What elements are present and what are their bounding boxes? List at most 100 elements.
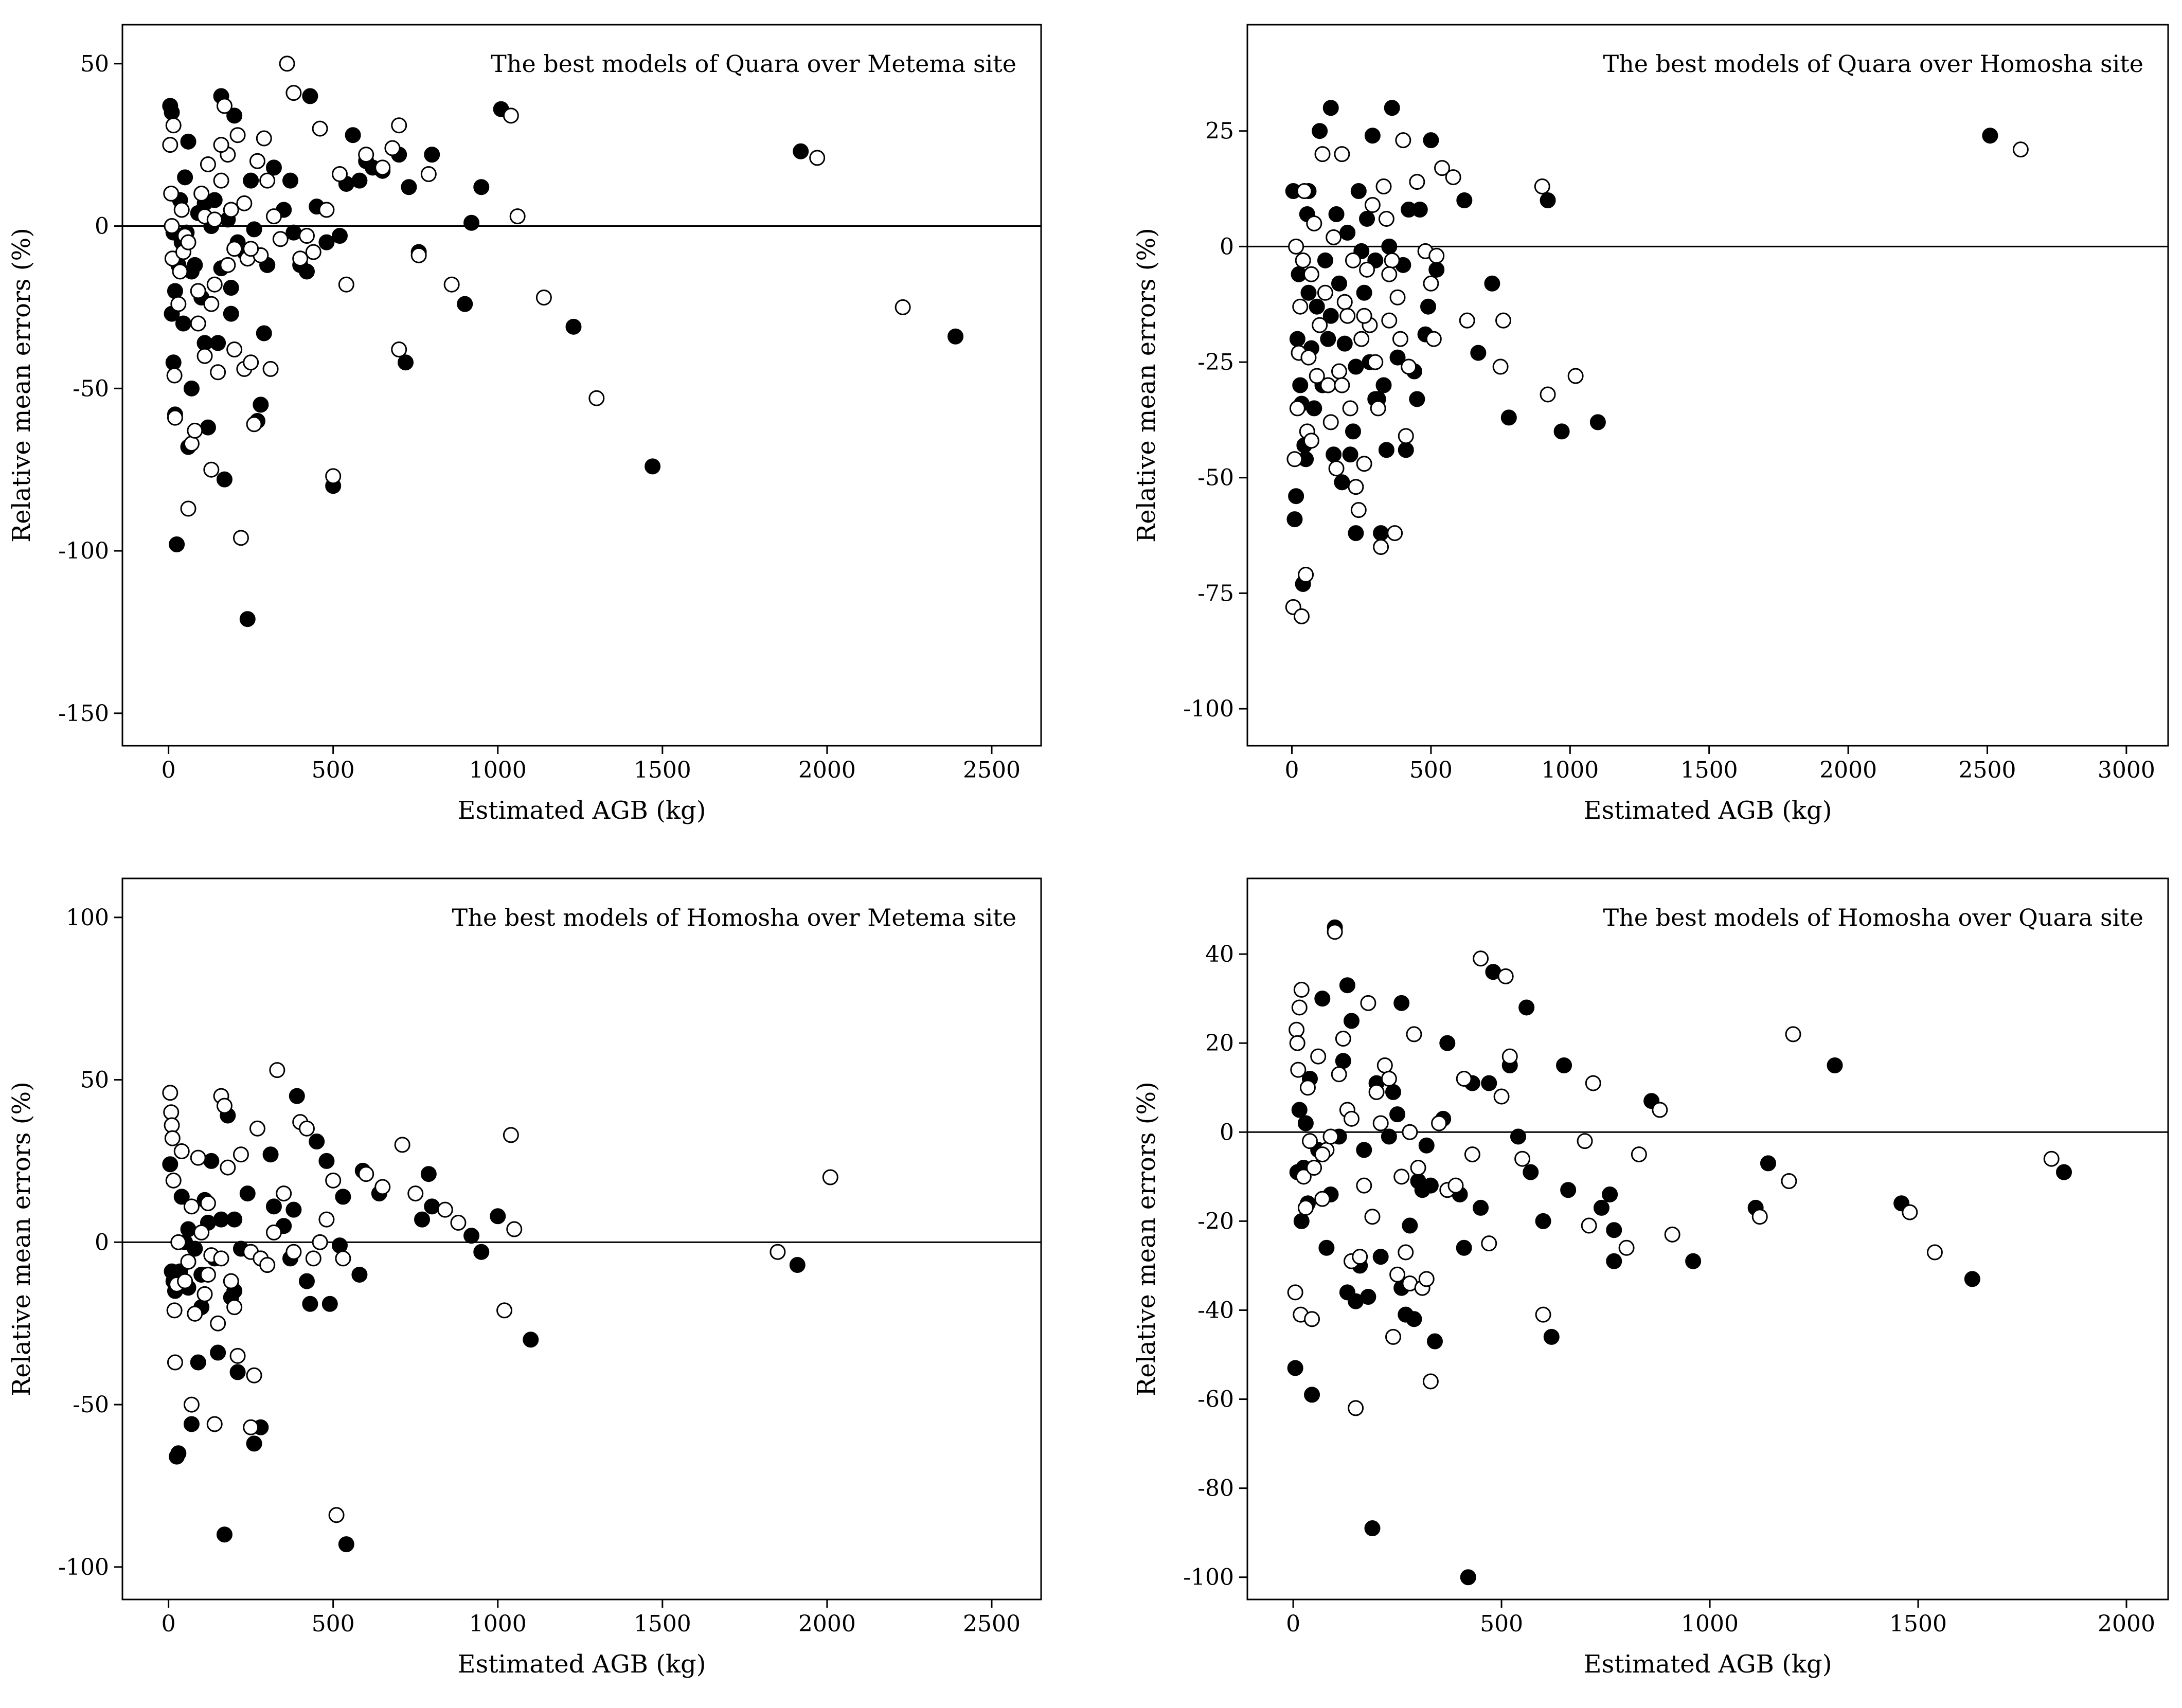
data-point-filled <box>175 315 191 332</box>
data-point-open <box>506 1221 523 1237</box>
data-point-filled <box>200 419 216 436</box>
data-point-open <box>1373 539 1389 555</box>
data-point-open <box>164 1130 181 1146</box>
data-point-filled <box>1685 1253 1702 1269</box>
data-point-filled <box>282 172 298 189</box>
data-point-filled <box>331 1237 348 1254</box>
data-point-filled <box>1389 1106 1406 1123</box>
data-point-filled <box>1364 1520 1381 1537</box>
x-tick-label: 500 <box>312 757 355 783</box>
data-point-open <box>1334 146 1350 163</box>
data-point-filled <box>285 224 302 241</box>
data-point-filled <box>216 1526 232 1543</box>
data-point-filled <box>262 1146 279 1163</box>
data-point-filled <box>1306 400 1322 417</box>
data-point-open <box>164 218 180 235</box>
data-point-open <box>203 296 220 312</box>
data-point-open <box>1314 1146 1331 1163</box>
data-point-open <box>220 1159 236 1176</box>
data-point-open <box>1304 1311 1320 1327</box>
data-point-filled <box>1356 284 1372 301</box>
data-point-filled <box>1364 128 1381 144</box>
data-point-filled <box>1827 1057 1843 1073</box>
data-point-open <box>1410 1160 1426 1176</box>
data-point-open <box>223 1273 239 1289</box>
data-point-open <box>206 276 223 293</box>
y-tick-label: -100 <box>1183 696 1234 722</box>
data-point-filled <box>180 1221 196 1237</box>
data-point-filled <box>1326 446 1342 463</box>
data-point-filled <box>226 1211 243 1228</box>
data-point-open <box>1314 146 1331 163</box>
data-point-open <box>374 1179 391 1195</box>
data-point-filled <box>335 1189 351 1205</box>
data-point-open <box>163 185 180 202</box>
data-point-filled <box>1339 224 1356 241</box>
data-point-filled <box>1602 1186 1618 1202</box>
series-filled <box>162 1088 806 1553</box>
data-point-open <box>190 1149 206 1166</box>
data-point-filled <box>285 1201 302 1218</box>
data-point-open <box>1393 1168 1410 1185</box>
data-point-open <box>1493 1088 1510 1105</box>
data-point-open <box>1384 252 1400 268</box>
x-tick-label: 1500 <box>1680 757 1738 783</box>
data-point-open <box>298 1120 315 1137</box>
data-point-open <box>166 367 183 384</box>
data-point-open <box>338 276 354 293</box>
data-point-filled <box>289 1088 305 1104</box>
data-point-filled <box>1360 1289 1376 1305</box>
data-point-filled <box>1606 1253 1622 1269</box>
data-point-filled <box>170 1445 187 1462</box>
data-point-open <box>183 436 200 452</box>
data-point-open <box>1314 1191 1331 1207</box>
data-point-filled <box>1393 995 1410 1011</box>
y-tick-label: -75 <box>1197 580 1234 606</box>
x-tick-label: 0 <box>162 757 176 783</box>
y-tick-label: -50 <box>1197 465 1234 491</box>
data-point-filled <box>1289 331 1305 347</box>
data-point-open <box>1376 1057 1393 1073</box>
data-point-filled <box>1350 183 1367 200</box>
data-point-open <box>1356 1177 1372 1194</box>
data-point-open <box>1300 349 1317 366</box>
data-point-open <box>226 241 243 257</box>
y-tick-label: 40 <box>1205 941 1234 967</box>
data-point-filled <box>1334 474 1350 491</box>
data-point-open <box>1356 308 1372 324</box>
data-point-filled <box>1378 442 1394 458</box>
chart-panel-2: 0 500 1000 1500 2000 2500 3000 25 0 -25 -50 -75 -100… <box>1132 24 2169 825</box>
data-point-open <box>1348 479 1364 495</box>
data-point-open <box>1781 1173 1797 1189</box>
data-point-filled <box>1402 1217 1418 1234</box>
data-point-filled <box>401 179 417 195</box>
data-point-filled <box>1420 298 1437 315</box>
data-point-open <box>1577 1133 1593 1149</box>
data-point-filled <box>239 611 256 627</box>
y-tick-label: 0 <box>95 213 109 240</box>
data-point-open <box>269 1062 285 1078</box>
y-tick-label: 50 <box>80 51 109 77</box>
data-point-filled <box>1359 210 1375 227</box>
data-point-filled <box>1288 488 1304 505</box>
data-point-open <box>325 468 342 484</box>
panel-title: The best models of Homosha over Quara si… <box>1603 904 2143 931</box>
data-point-open <box>1618 1239 1635 1256</box>
data-point-open <box>318 202 335 218</box>
y-tick-label: -80 <box>1197 1476 1234 1502</box>
data-point-filled <box>1309 298 1325 315</box>
data-point-filled <box>947 328 964 345</box>
data-point-open <box>1389 1266 1406 1283</box>
data-point-filled <box>167 283 183 299</box>
data-point-open <box>1445 169 1461 186</box>
data-point-open <box>1535 1306 1551 1323</box>
y-tick-label: -50 <box>73 375 109 402</box>
data-point-filled <box>1287 1360 1303 1376</box>
data-point-open <box>1348 1400 1364 1416</box>
data-point-open <box>1401 358 1417 375</box>
data-point-open <box>1303 433 1319 449</box>
data-point-open <box>236 195 253 211</box>
data-point-open <box>1336 294 1353 310</box>
data-point-open <box>170 296 187 312</box>
data-point-filled <box>1556 1057 1572 1073</box>
